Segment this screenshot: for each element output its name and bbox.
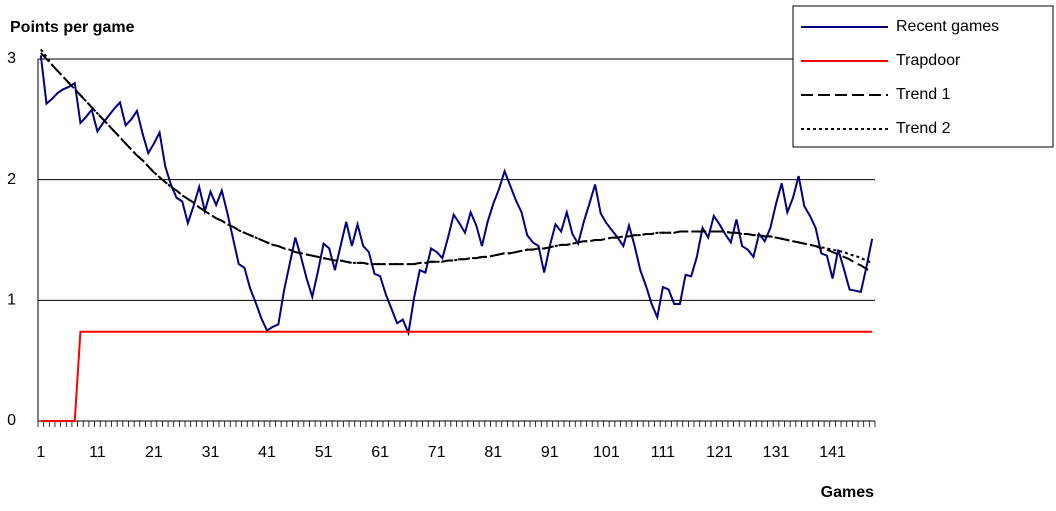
x-tick-label: 11 bbox=[89, 444, 106, 461]
legend-label: Trend 1 bbox=[896, 86, 951, 103]
x-tick-label: 61 bbox=[371, 444, 389, 461]
x-tick-label: 21 bbox=[145, 444, 163, 461]
y-tick-label: 3 bbox=[7, 50, 16, 67]
x-tick-label: 141 bbox=[819, 444, 846, 461]
x-tick-label: 111 bbox=[651, 444, 675, 461]
series-line bbox=[40, 48, 873, 266]
series-line bbox=[40, 330, 873, 422]
legend-label: Trapdoor bbox=[896, 52, 961, 69]
x-tick-label: 51 bbox=[315, 444, 333, 461]
y-tick-label: 2 bbox=[7, 171, 16, 188]
x-axis-title: Games bbox=[821, 484, 874, 501]
x-tick-label: 71 bbox=[428, 444, 446, 461]
x-tick-label: 31 bbox=[202, 444, 220, 461]
y-axis-title: Points per game bbox=[10, 19, 135, 36]
y-tick-label: 1 bbox=[7, 292, 16, 309]
series-line bbox=[39, 55, 874, 337]
legend-label: Recent games bbox=[896, 18, 999, 35]
x-tick-label: 101 bbox=[593, 444, 620, 461]
x-tick-label: 1 bbox=[36, 444, 45, 461]
x-tick-label: 81 bbox=[484, 444, 502, 461]
legend-box bbox=[792, 5, 1054, 148]
y-tick-label: 0 bbox=[7, 412, 16, 429]
x-tick-label: 91 bbox=[541, 444, 559, 461]
x-tick-label: 131 bbox=[763, 444, 790, 461]
legend-label: Trend 2 bbox=[896, 120, 951, 137]
x-tick-label: 121 bbox=[706, 444, 733, 461]
x-tick-label: 41 bbox=[258, 444, 276, 461]
